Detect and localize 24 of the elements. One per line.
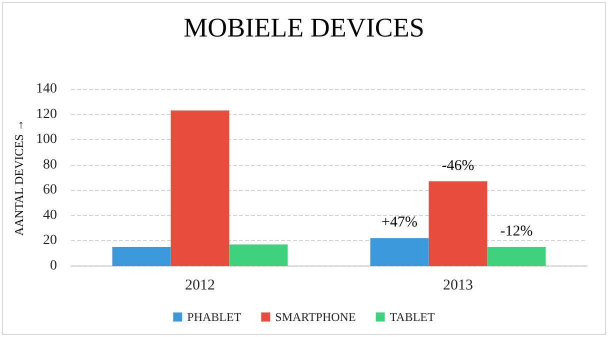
chart-title: MOBIELE DEVICES	[184, 12, 424, 42]
bar	[229, 244, 288, 266]
legend-label: TABLET	[390, 310, 436, 324]
bar	[170, 110, 230, 266]
bar	[112, 247, 171, 266]
y-tick-label: 60	[43, 182, 57, 198]
annotation: -12%	[500, 224, 533, 240]
y-tick-label: 0	[50, 258, 57, 274]
y-tick-label: 120	[36, 106, 57, 122]
annotation: -46%	[442, 158, 474, 174]
y-tick-label: 100	[36, 132, 57, 148]
x-tick-label: 2012	[185, 278, 215, 294]
y-tick-label: 80	[43, 157, 57, 172]
y-tick-label: 140	[36, 82, 57, 96]
bar	[370, 238, 429, 266]
bar	[487, 247, 546, 266]
y-tick-label: 40	[43, 208, 57, 223]
y-tick-label: 20	[43, 233, 57, 248]
legend-label: SMARTPHONE	[275, 310, 356, 324]
x-tick-label: 2013	[443, 278, 473, 294]
annotation: +47%	[382, 214, 418, 231]
legend-label: PHABLET	[187, 310, 242, 324]
bar	[428, 181, 488, 266]
y-axis-title: AANTAL DEVICES →	[12, 119, 26, 236]
